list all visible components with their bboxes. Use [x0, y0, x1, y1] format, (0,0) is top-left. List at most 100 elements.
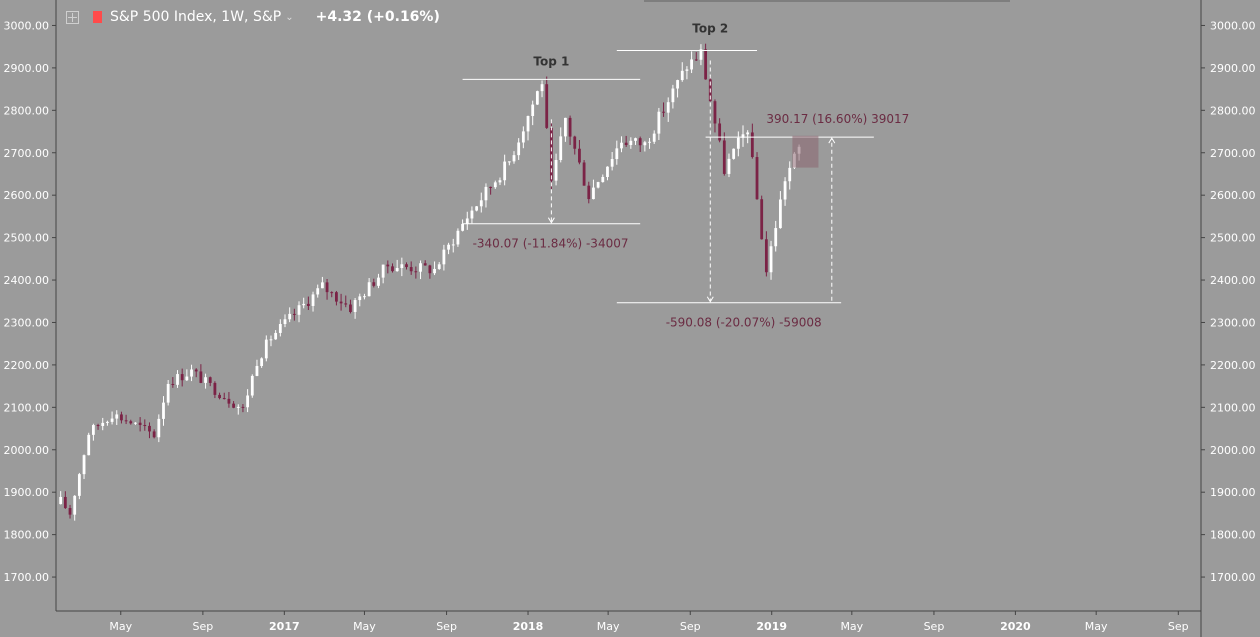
- candle-body: [507, 161, 511, 163]
- x-tick-label: 2018: [513, 620, 544, 633]
- candle-body: [493, 182, 497, 188]
- candle-body: [685, 69, 689, 71]
- candle-body: [788, 167, 792, 182]
- y-tick-label-right: 2500.00: [1210, 232, 1256, 245]
- y-tick-label-right: 2400.00: [1210, 274, 1256, 287]
- y-tick-label-right: 2700.00: [1210, 147, 1256, 160]
- candle-body: [288, 313, 292, 320]
- candle-body: [615, 148, 619, 160]
- candle-body: [545, 84, 549, 128]
- candle-body: [330, 292, 334, 294]
- candle-body: [311, 294, 315, 306]
- candle-body: [549, 127, 553, 181]
- candle-body: [778, 199, 782, 229]
- candle-body: [699, 49, 703, 60]
- candle-body: [255, 365, 259, 376]
- recovery-arrow-head: [828, 137, 836, 144]
- candle-body: [760, 199, 764, 240]
- candle-body: [465, 218, 469, 224]
- symbol-title[interactable]: S&P 500 Index, 1W, S&P: [110, 9, 282, 25]
- candle-body: [335, 292, 338, 302]
- candle-body: [358, 296, 362, 301]
- candle-body: [433, 268, 436, 274]
- candle-body: [587, 185, 591, 200]
- candle-body: [400, 264, 404, 269]
- candle-body: [405, 264, 408, 268]
- y-tick-label-right: 2100.00: [1210, 401, 1256, 414]
- candle-body: [610, 159, 614, 167]
- candle-body: [101, 422, 105, 426]
- candle-body: [498, 180, 502, 183]
- y-tick-label-right: 2900.00: [1210, 62, 1256, 75]
- candle-body: [246, 395, 250, 408]
- candle-body: [241, 406, 245, 408]
- candle-body: [479, 200, 483, 207]
- candle-body: [306, 303, 310, 306]
- candle-body: [648, 141, 651, 143]
- candle-body: [218, 394, 221, 399]
- x-tick-label: May: [597, 620, 620, 633]
- x-tick-label: 2020: [1000, 620, 1031, 633]
- y-tick-label-right: 2600.00: [1210, 189, 1256, 202]
- candle-body: [746, 132, 750, 135]
- candle-body: [409, 267, 413, 272]
- candle-body: [676, 80, 679, 89]
- candle-body: [680, 70, 684, 81]
- candle-body: [278, 324, 282, 333]
- candle-body: [194, 369, 198, 372]
- chart-header: S&P 500 Index, 1W, S&P ⌄ +4.32 (+0.16%): [66, 6, 440, 28]
- candle-body: [171, 383, 175, 385]
- y-tick-label-left: 2300.00: [4, 316, 50, 329]
- candle-body: [578, 148, 581, 163]
- candle-body: [236, 406, 240, 408]
- candle-body: [512, 155, 516, 162]
- top1-measure-text: -340.07 (-11.84%) -34007: [473, 237, 629, 251]
- candle-body: [180, 374, 184, 381]
- candle-body: [671, 88, 675, 103]
- candle-body: [568, 117, 572, 137]
- candle-body: [428, 265, 432, 274]
- candle-body: [732, 148, 736, 159]
- candle-body: [391, 266, 394, 272]
- crosshair-plus-icon[interactable]: [66, 10, 79, 24]
- flag-icon[interactable]: [93, 11, 102, 23]
- candle-body: [339, 301, 343, 304]
- candle-body: [704, 49, 708, 80]
- candle-body: [377, 277, 380, 286]
- y-tick-label-right: 2800.00: [1210, 104, 1256, 117]
- candle-body: [134, 422, 137, 424]
- highlight-box: [792, 135, 819, 168]
- candle-body: [606, 166, 609, 177]
- candle-body: [690, 59, 693, 70]
- candle-body: [386, 264, 390, 267]
- candle-body: [260, 358, 264, 366]
- y-tick-label-right: 2200.00: [1210, 359, 1256, 372]
- candle-body: [531, 104, 535, 117]
- candle-body: [138, 422, 142, 426]
- candle-body: [741, 134, 745, 138]
- candle-body: [442, 249, 446, 265]
- candle-body: [554, 160, 558, 181]
- candle-body: [349, 304, 352, 312]
- candle-body: [157, 418, 161, 438]
- candle-body: [638, 138, 642, 146]
- price-change: +4.32 (+0.16%): [315, 9, 440, 25]
- candle-body: [694, 59, 698, 61]
- candle-body: [73, 495, 77, 515]
- candle-body: [461, 223, 464, 231]
- candle-body: [662, 111, 665, 113]
- y-tick-label-right: 1900.00: [1210, 486, 1256, 499]
- y-tick-label-left: 2400.00: [4, 274, 50, 287]
- y-tick-label-left: 2100.00: [4, 401, 50, 414]
- candle-body: [526, 116, 530, 132]
- candle-body: [596, 182, 600, 188]
- candle-body: [367, 282, 371, 297]
- candle-body: [395, 268, 399, 272]
- candle-body: [423, 263, 427, 266]
- candle-body: [269, 339, 273, 341]
- candle-body: [110, 418, 114, 422]
- chevron-down-icon[interactable]: ⌄: [285, 11, 294, 23]
- candle-body: [783, 181, 787, 200]
- candle-body: [713, 101, 717, 124]
